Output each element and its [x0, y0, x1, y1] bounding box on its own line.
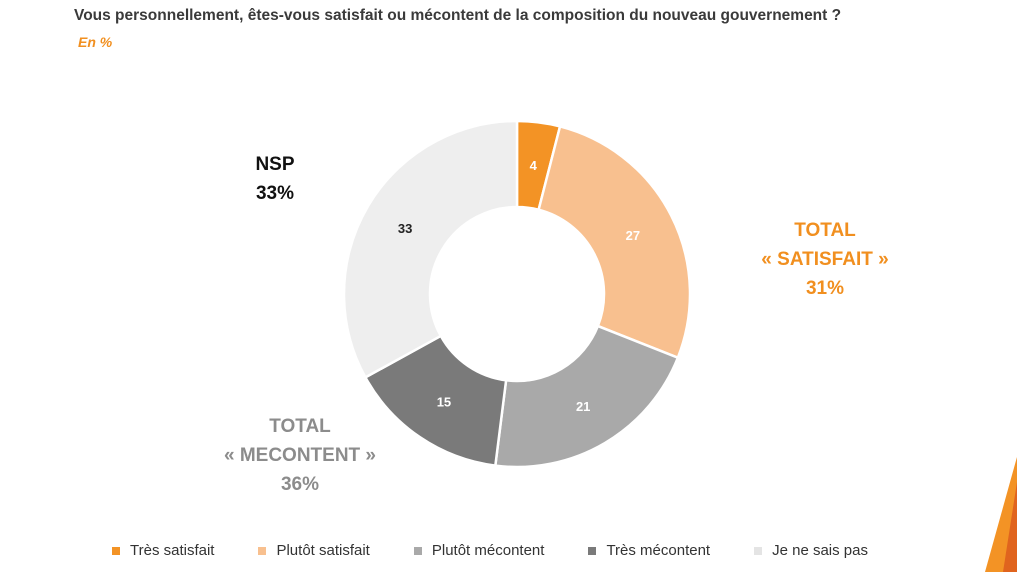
legend-swatch-3 [588, 546, 597, 555]
nsp-annotation-line2: 33% [255, 183, 295, 204]
legend-label-0: Très satisfait [130, 542, 215, 559]
slice-value-label-3: 15 [437, 395, 451, 410]
satisfait-total-annotation: TOTAL « SATISFAIT » 31% [745, 216, 905, 303]
legend-item-0: Très satisfait [112, 542, 214, 559]
satisfait-annotation-line1: TOTAL [794, 220, 856, 241]
nsp-annotation-line1: NSP [255, 154, 295, 175]
mecontent-annotation-line3: 36% [280, 474, 320, 495]
unit-subtitle: En % [78, 34, 113, 50]
legend-label-2: Plutôt mécontent [431, 542, 545, 559]
mecontent-total-annotation: TOTAL « MECONTENT » 36% [195, 412, 405, 499]
slice-value-label-2: 21 [576, 399, 590, 414]
legend-item-4: Je ne sais pas [754, 542, 868, 559]
mecontent-annotation-line1: TOTAL [269, 416, 331, 437]
page-title: Vous personnellement, êtes-vous satisfai… [74, 7, 842, 24]
donut-slices [342, 119, 692, 469]
mecontent-annotation-line2: « MECONTENT » [223, 445, 377, 466]
legend-label-4: Je ne sais pas [772, 542, 868, 559]
legend-label-3: Très mécontent [606, 542, 711, 559]
legend-item-2: Plutôt mécontent [413, 542, 545, 559]
legend-swatch-1 [258, 546, 267, 555]
legend-item-1: Plutôt satisfait [258, 542, 370, 559]
satisfait-annotation-line3: 31% [805, 278, 845, 299]
chart-legend: Très satisfait Plutôt satisfait Plutôt méc… [112, 542, 912, 559]
legend-swatch-2 [413, 546, 422, 555]
slice-value-label-4: 33 [398, 221, 412, 236]
slice-4 [342, 119, 519, 380]
slice-2 [493, 324, 680, 469]
slice-value-label-0: 4 [530, 158, 538, 173]
satisfait-annotation-line2: « SATISFAIT » [761, 249, 889, 270]
legend-item-3: Très mécontent [588, 542, 710, 559]
corner-decoration [985, 457, 1017, 572]
donut-slice-labels: 4 27 21 15 33 [398, 158, 640, 414]
legend-swatch-4 [754, 546, 763, 555]
legend-swatch-0 [112, 546, 120, 555]
legend-label-1: Plutôt satisfait [276, 542, 370, 559]
slice-value-label-1: 27 [626, 228, 640, 243]
slice-1 [537, 124, 692, 360]
nsp-total-annotation: NSP 33% [225, 150, 325, 208]
